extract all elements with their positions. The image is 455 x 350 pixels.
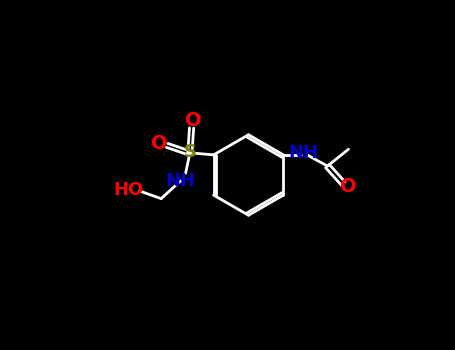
Text: O: O	[151, 134, 168, 153]
Text: NH: NH	[288, 145, 318, 162]
Text: O: O	[185, 111, 202, 130]
Text: S: S	[183, 144, 197, 161]
Text: O: O	[340, 176, 357, 196]
Text: HO: HO	[113, 181, 143, 198]
Text: NH: NH	[165, 172, 195, 190]
